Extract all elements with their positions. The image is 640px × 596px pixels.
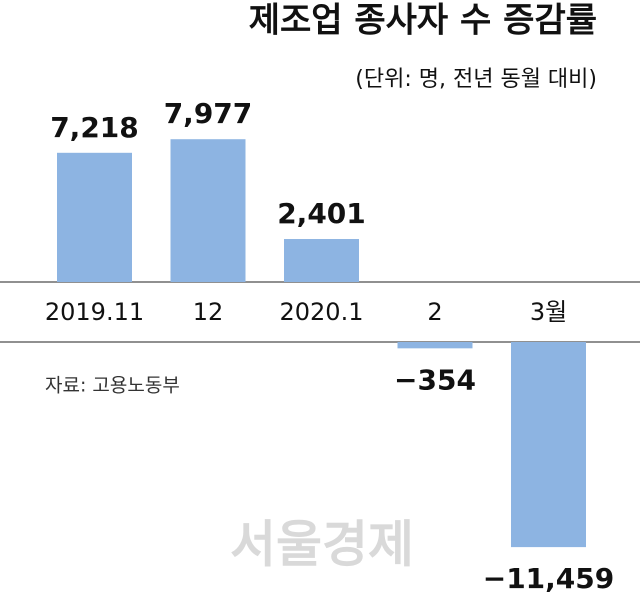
bar xyxy=(511,342,586,548)
x-tick-label: 2 xyxy=(427,298,442,326)
watermark: 서울경제 xyxy=(230,516,414,574)
x-tick-label: 2020.1 xyxy=(280,298,364,326)
bar xyxy=(284,239,359,282)
value-label: 2,401 xyxy=(277,197,366,230)
value-label: 7,977 xyxy=(164,97,253,130)
value-label: −11,459 xyxy=(483,562,615,595)
x-tick-label: 3월 xyxy=(530,298,567,326)
bar xyxy=(170,139,246,282)
chart-title: 제조업 종사자 수 증감률 xyxy=(249,1,597,41)
bar xyxy=(57,152,132,282)
value-label: 7,218 xyxy=(50,111,139,144)
bar xyxy=(397,342,473,349)
source: 자료: 고용노동부 xyxy=(45,375,180,397)
chart-subtitle: (단위: 명, 전년 동월 대비) xyxy=(355,67,597,92)
x-tick-label: 2019.11 xyxy=(45,298,144,326)
value-label: −354 xyxy=(394,363,476,396)
x-tick-label: 12 xyxy=(193,298,224,326)
